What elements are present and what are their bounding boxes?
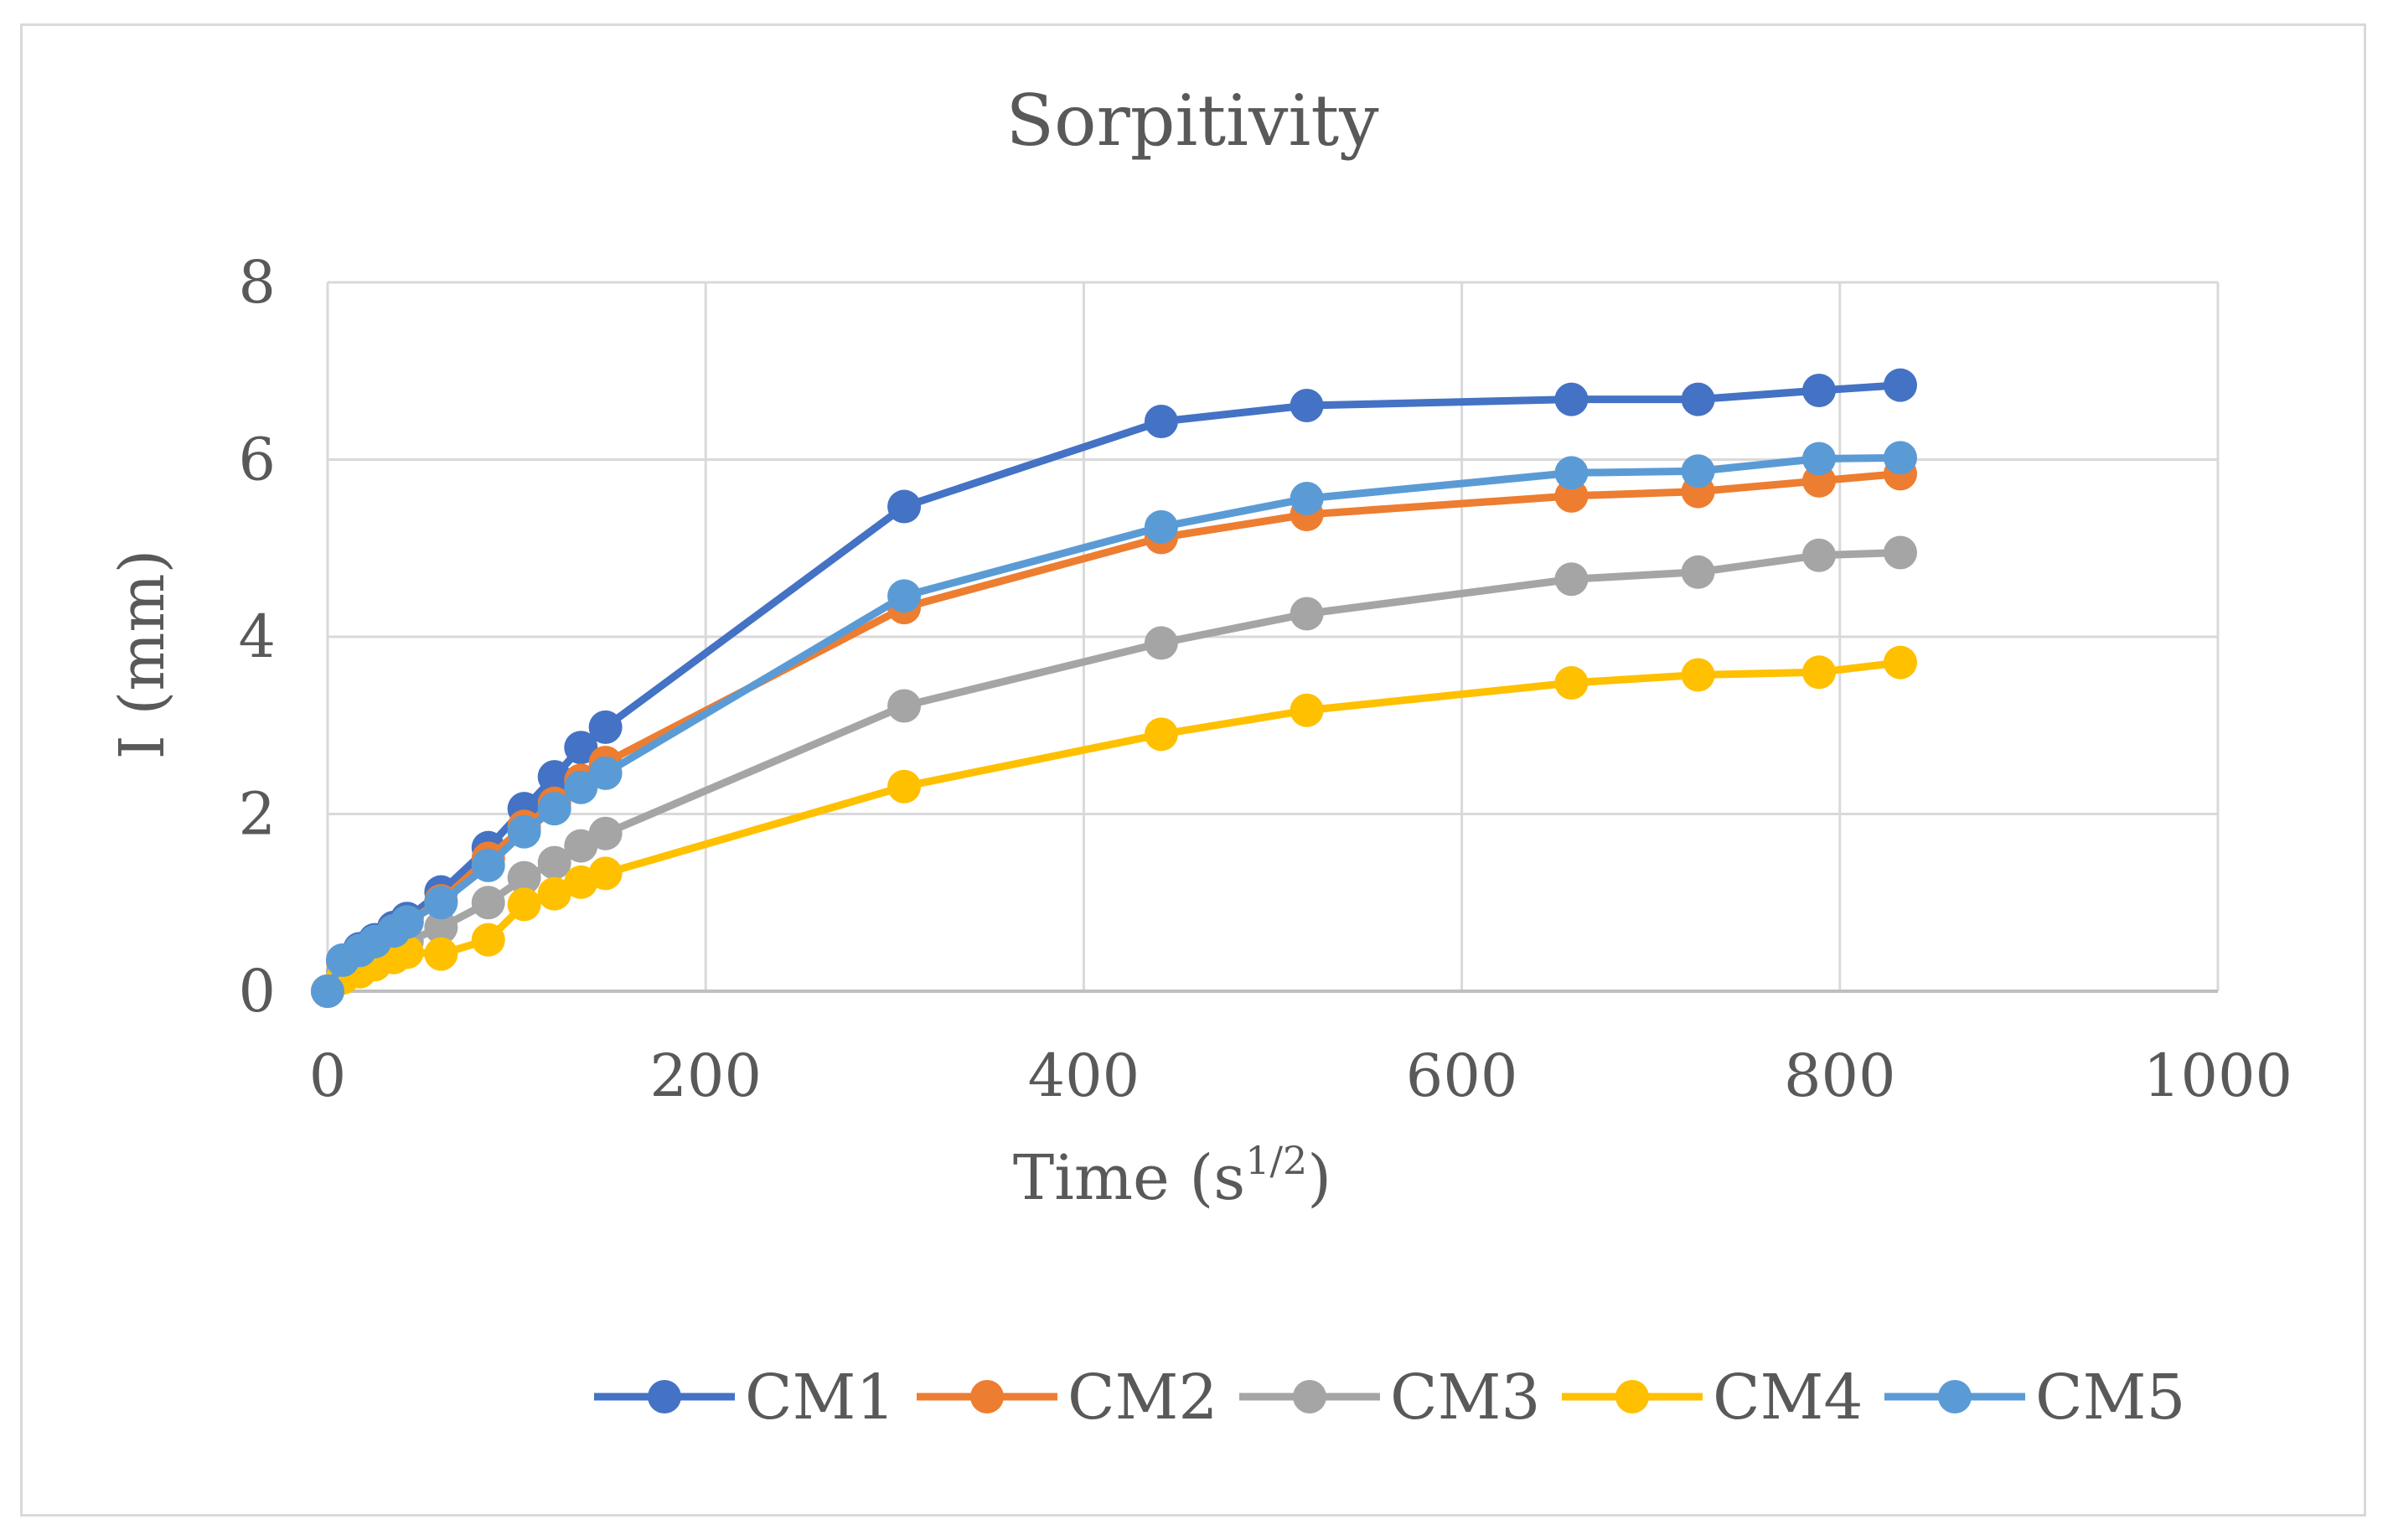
data-point-cm2 — [1554, 478, 1589, 513]
data-point-cm1 — [588, 710, 623, 744]
data-point-cm5 — [1144, 509, 1178, 544]
data-point-cm3 — [1801, 538, 1836, 572]
data-point-cm3 — [588, 816, 623, 850]
data-point-cm4 — [471, 922, 505, 957]
data-point-cm4 — [1554, 665, 1589, 700]
series-line-cm5 — [323, 453, 1905, 995]
series-layer — [311, 368, 1917, 1008]
data-point-cm5 — [1883, 441, 1917, 475]
data-point-cm4 — [887, 769, 922, 804]
legend-label-cm4: CM4 — [1713, 1362, 1863, 1434]
x-axis-label: Time (s1/2) — [1013, 1138, 1331, 1214]
data-point-cm3 — [1144, 626, 1178, 660]
legend-item-cm3: CM3 — [1239, 1362, 1540, 1434]
legend-marker-cm5 — [1938, 1380, 1972, 1413]
data-point-cm5 — [507, 814, 541, 849]
data-point-cm4 — [1681, 658, 1715, 692]
data-point-cm5 — [537, 792, 571, 826]
data-point-cm3 — [1883, 535, 1917, 570]
data-point-cm3 — [424, 910, 458, 944]
series-cm4 — [311, 645, 1917, 1008]
legend-label-cm2: CM2 — [1067, 1362, 1217, 1434]
data-point-cm5 — [390, 905, 424, 939]
data-point-cm1 — [887, 489, 922, 524]
data-point-cm5 — [424, 886, 458, 920]
data-point-cm5 — [1681, 454, 1715, 488]
legend-marker-cm4 — [1615, 1380, 1649, 1413]
data-point-cm5 — [1554, 456, 1589, 490]
x-axis-label-superscript: 1/2 — [1245, 1138, 1307, 1183]
series-cm5 — [311, 441, 1917, 1008]
legend-label-cm5: CM5 — [2035, 1362, 2185, 1434]
data-point-cm3 — [537, 845, 571, 880]
data-point-cm3 — [507, 860, 541, 895]
chart-frame: Sorpitivity 0 2 4 6 8 0 200 400 600 800 1000 I (m… — [20, 23, 2366, 1517]
legend-marker-cm3 — [1293, 1380, 1326, 1413]
data-point-cm4 — [537, 876, 571, 911]
data-point-cm5 — [887, 579, 922, 613]
x-tick-label: 800 — [1784, 1041, 1896, 1110]
data-point-cm4 — [1883, 645, 1917, 680]
y-tick-labels: 0 2 4 6 8 — [238, 248, 276, 1026]
x-tick-label: 0 — [309, 1041, 347, 1110]
legend-item-cm1: CM1 — [594, 1362, 895, 1434]
x-tick-label: 400 — [1028, 1041, 1140, 1110]
chart-title: Sorpitivity — [1005, 80, 1379, 162]
data-point-cm1 — [1681, 382, 1715, 416]
data-point-cm1 — [1554, 382, 1589, 416]
legend-label-cm1: CM1 — [745, 1362, 895, 1434]
legend-marker-cm1 — [648, 1380, 681, 1413]
data-point-cm1 — [564, 731, 598, 765]
x-axis-label-main: Time (s — [1013, 1142, 1245, 1214]
data-point-cm3 — [1554, 562, 1589, 597]
y-tick-label: 8 — [238, 248, 276, 317]
data-point-cm3 — [1681, 555, 1715, 589]
x-tick-label: 1000 — [2143, 1041, 2292, 1110]
y-tick-label: 2 — [238, 780, 276, 849]
data-point-cm1 — [1801, 374, 1836, 408]
data-point-cm1 — [1144, 405, 1178, 439]
data-point-cm5 — [1290, 482, 1324, 516]
chart-svg: Sorpitivity 0 2 4 6 8 0 200 400 600 800 1000 I (m… — [106, 80, 2292, 1434]
data-point-cm1 — [1290, 388, 1324, 422]
data-point-cm5 — [564, 770, 598, 804]
data-point-cm1 — [537, 760, 571, 794]
data-point-cm4 — [507, 887, 541, 922]
x-axis-label-suffix: ) — [1307, 1142, 1331, 1214]
data-point-cm3 — [1290, 597, 1324, 631]
data-point-cm5 — [471, 848, 505, 882]
legend-item-cm2: CM2 — [917, 1362, 1217, 1434]
data-point-cm3 — [471, 886, 505, 920]
y-tick-label: 0 — [238, 957, 276, 1026]
y-tick-label: 4 — [238, 602, 276, 671]
legend-marker-cm2 — [970, 1380, 1004, 1413]
data-point-cm3 — [887, 689, 922, 723]
x-tick-label: 600 — [1406, 1041, 1518, 1110]
data-point-cm4 — [588, 856, 623, 891]
x-tick-label: 200 — [649, 1041, 762, 1110]
data-point-cm4 — [1801, 655, 1836, 690]
series-line-cm4 — [323, 659, 1905, 995]
data-point-cm5 — [588, 756, 623, 790]
x-tick-labels: 0 200 400 600 800 1000 — [309, 1041, 2292, 1110]
legend-item-cm5: CM5 — [1884, 1362, 2185, 1434]
legend-item-cm4: CM4 — [1562, 1362, 1863, 1434]
data-point-cm4 — [1290, 693, 1324, 727]
data-point-cm5 — [311, 974, 344, 1008]
y-tick-label: 6 — [238, 426, 276, 494]
y-axis-label: I (mm) — [106, 550, 178, 760]
data-point-cm5 — [1801, 442, 1836, 476]
series-line-cm2 — [323, 469, 1905, 995]
data-point-cm4 — [1144, 717, 1178, 752]
legend: CM1 CM2 CM3 CM4 CM5 — [594, 1362, 2185, 1434]
data-point-cm1 — [1883, 368, 1917, 402]
legend-label-cm3: CM3 — [1390, 1362, 1540, 1434]
data-point-cm4 — [424, 937, 458, 971]
series-cm1 — [311, 368, 1917, 1008]
